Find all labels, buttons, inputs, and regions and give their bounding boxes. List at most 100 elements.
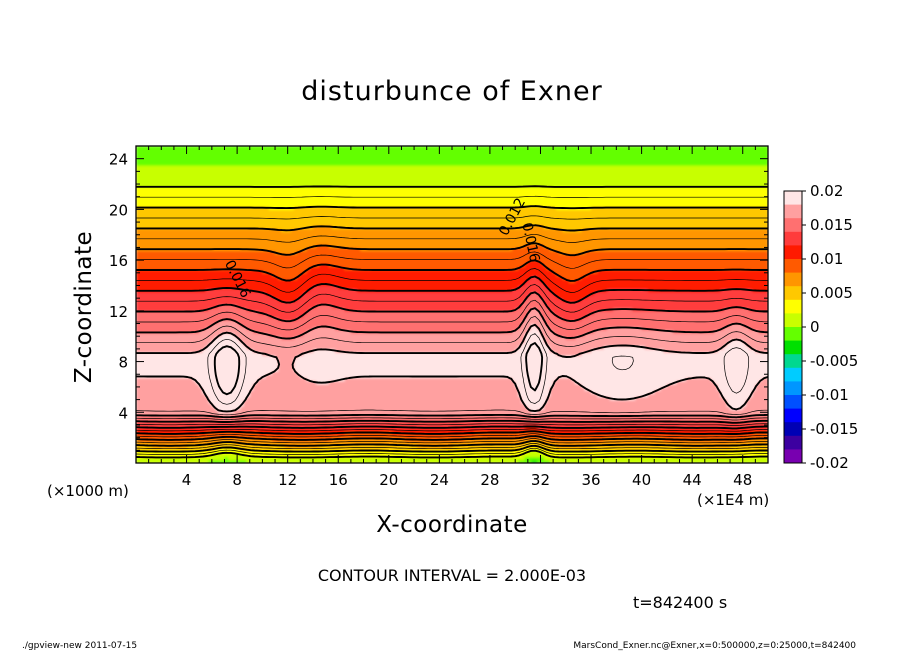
- contour-band-cell: [543, 405, 731, 410]
- contour-band-cell: [543, 447, 768, 451]
- contour-band-cell: [749, 326, 768, 331]
- contour-band-cell: [755, 386, 768, 391]
- contour-line: [136, 323, 768, 413]
- contour-band-cell: [136, 152, 768, 157]
- colorbar-segment: [784, 259, 802, 273]
- contour-band-cell: [136, 187, 768, 191]
- contour-band-cell: [136, 367, 279, 372]
- chart-title: disturbunce of Exner: [301, 76, 603, 107]
- contour-band-cell: [297, 275, 532, 280]
- contour-band-cell: [252, 329, 308, 334]
- contour-band-cell: [136, 310, 260, 315]
- contour-band-cell: [575, 380, 677, 385]
- contour-band-cell: [531, 275, 538, 280]
- contour-band-cell: [136, 234, 768, 239]
- contour-band-cell: [666, 383, 719, 388]
- contour-band-cell: [319, 443, 418, 448]
- contour-band-cell: [271, 371, 298, 375]
- colorbar-label: -0.005: [810, 352, 858, 370]
- contour-band-cell: [215, 405, 241, 410]
- contour-band-cell: [749, 396, 768, 401]
- contour-band-cell: [136, 272, 273, 277]
- contour-band-cell: [591, 348, 665, 353]
- contour-band-cell: [278, 361, 295, 366]
- contour-band-cell: [136, 352, 263, 356]
- contour-band-cell: [294, 358, 768, 363]
- contour-band-cell: [726, 342, 747, 347]
- contour-band-cell: [136, 155, 768, 160]
- contour-band-cell: [136, 279, 529, 283]
- contour-band-cell: [685, 377, 712, 382]
- contour-band-cell: [549, 393, 598, 398]
- contour-band-cell: [730, 339, 744, 344]
- contour-band-cell: [720, 390, 753, 394]
- contour-band-cell: [581, 298, 768, 302]
- contour-band-cell: [676, 380, 715, 385]
- contour-band-cell: [527, 405, 545, 410]
- contour-band-cell: [531, 307, 538, 312]
- contour-band-cell: [246, 288, 311, 293]
- contour-band-cell: [136, 361, 279, 366]
- contour-band-cell: [309, 288, 358, 293]
- contour-band-cell: [587, 294, 768, 299]
- contour-band-cell: [512, 377, 557, 382]
- contour-band-cell: [328, 244, 526, 249]
- contour-band-cell: [518, 390, 551, 394]
- contour-band-cell: [316, 304, 333, 309]
- contour-band-cell: [527, 450, 542, 455]
- contour-band-cell: [275, 355, 298, 359]
- contour-band-cell: [755, 383, 768, 388]
- colorbar-label: 0.01: [810, 250, 843, 268]
- contour-band-cell: [224, 456, 229, 461]
- contour-band-cell: [524, 317, 545, 321]
- contour-band-cell: [230, 415, 731, 420]
- contour-band-cell: [265, 374, 301, 379]
- y-tick-label: 12: [109, 303, 128, 321]
- contour-band-cell: [543, 456, 768, 461]
- contour-band-cell: [294, 367, 768, 372]
- contour-band-cell: [136, 380, 197, 385]
- y-tick-label: 16: [109, 252, 128, 270]
- contour-band-cell: [534, 323, 548, 328]
- x-unit-label: (×1000 m): [47, 482, 129, 500]
- contour-band-cell: [632, 307, 725, 312]
- contour-band-cell: [527, 260, 542, 264]
- contour-band-cell: [730, 443, 768, 448]
- contour-band-cell: [202, 348, 254, 353]
- contour-band-cell: [252, 383, 516, 388]
- contour-band-cell: [246, 307, 311, 312]
- contour-band-cell: [136, 301, 523, 306]
- contour-band-cell: [635, 396, 725, 401]
- contour-band-cell: [136, 256, 768, 261]
- contour-band-cell: [199, 383, 254, 388]
- contour-band-cell: [745, 402, 768, 407]
- contour-band-cell: [136, 269, 263, 274]
- contour-band-cell: [518, 345, 551, 350]
- contour-band-cell: [761, 377, 768, 382]
- colorbar-segment: [784, 354, 802, 369]
- contour-band-cell: [603, 345, 646, 350]
- contour-band-cell: [749, 345, 768, 350]
- contour-band-cell: [335, 348, 516, 353]
- colorbar-segment: [784, 327, 802, 341]
- colorbar-segment: [784, 367, 802, 382]
- contour-line: [136, 299, 768, 421]
- contour-band-cell: [717, 383, 756, 388]
- contour-band-cell: [331, 304, 523, 309]
- contour-band-cell: [303, 333, 526, 337]
- contour-band-cell: [597, 393, 649, 398]
- contour-band-cell: [587, 443, 681, 448]
- contour-band-cell: [749, 307, 768, 312]
- contour-band-cell: [512, 247, 551, 252]
- contour-band-cell: [211, 339, 241, 344]
- contour-band-cell: [199, 329, 254, 334]
- contour-band-cell: [540, 314, 557, 318]
- contour-band-cell: [208, 399, 245, 404]
- contour-band-cell: [136, 364, 279, 369]
- contour-band-cell: [556, 294, 589, 299]
- contour-band-cell: [344, 377, 513, 382]
- contour-band-cell: [136, 339, 213, 344]
- contour-band-cell: [543, 336, 567, 340]
- contour-band-cell: [546, 304, 768, 309]
- contour-band-cell: [136, 177, 768, 182]
